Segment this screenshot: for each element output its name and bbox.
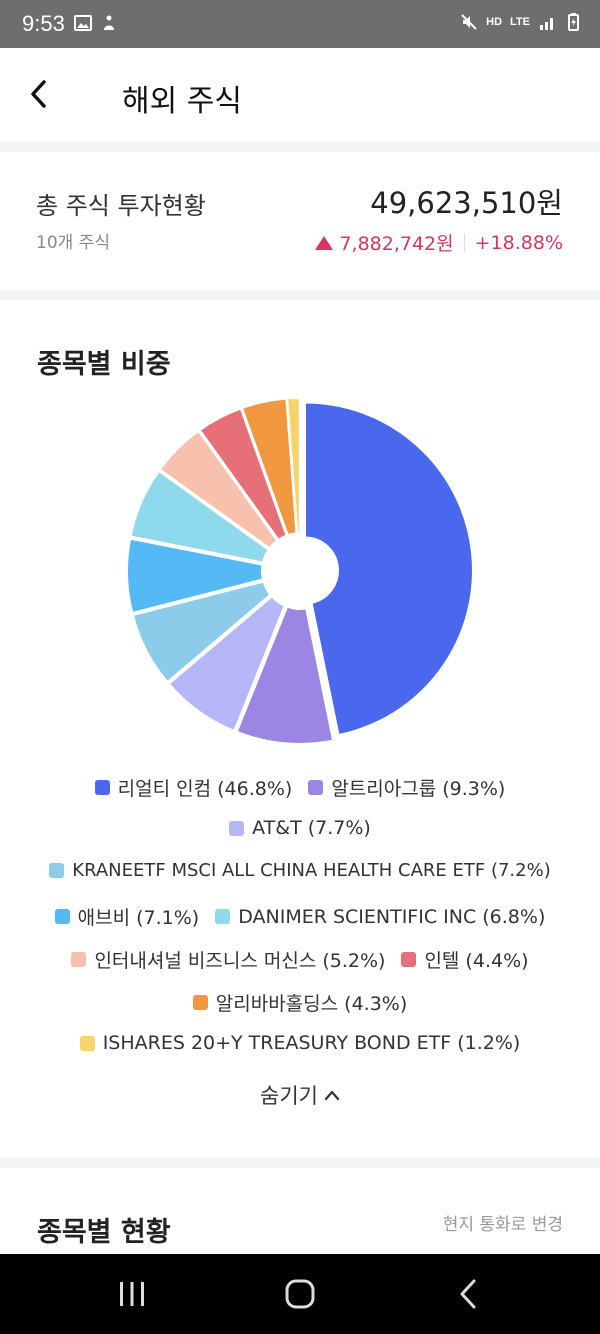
back-button[interactable]: [20, 76, 56, 112]
pie-slice: [198, 407, 288, 542]
legend-label: 리얼티 인컴 (46.8%): [117, 778, 293, 800]
pie-chart: [126, 397, 474, 745]
chevron-left-icon: [31, 80, 46, 108]
legend-item: 애브비 (7.1%): [54, 903, 200, 930]
weights-section: 종목별 비중 리얼티 인컴 (46.8%) 알트리아그룹 (9.3%) AT&T…: [0, 300, 600, 1158]
pie-slice: [131, 580, 272, 684]
hide-button[interactable]: 숨기기: [0, 1080, 600, 1110]
legend-label: DANIMER SCIENTIFIC INC (6.8%): [238, 905, 546, 928]
signal-icon: [540, 18, 553, 30]
legend-row: KRANEETF MSCI ALL CHINA HEALTH CARE ETF …: [0, 860, 600, 881]
legend-item: 인터내셔널 비즈니스 머신스 (5.2%): [71, 946, 385, 973]
status-time: 9:53: [22, 11, 65, 36]
navigation-bar: [0, 1254, 600, 1334]
recent-apps-icon: [120, 1282, 144, 1306]
legend-row: 애브비 (7.1%) DANIMER SCIENTIFIC INC (6.8%): [0, 903, 600, 930]
home-icon: [285, 1279, 315, 1309]
holdings-status-section: 종목별 현황 현지 통화로 변경: [0, 1168, 600, 1254]
back-icon: [460, 1279, 476, 1309]
legend-label: 인텔 (4.4%): [424, 950, 529, 972]
hd-label: HD: [486, 16, 503, 28]
legend-label: AT&T (7.7%): [252, 817, 371, 839]
change-info: 7,882,742원 +18.88%: [315, 229, 563, 256]
page-title: 해외 주식: [122, 84, 242, 119]
legend-swatch: [229, 820, 245, 836]
legend-item: 알리바바홀딩스 (4.3%): [192, 989, 408, 1016]
pie-slice: [158, 429, 279, 550]
legend-swatch: [401, 952, 417, 967]
hide-label: 숨기기: [260, 1084, 318, 1108]
legend-swatch: [192, 995, 208, 1010]
legend-label: 인터내셔널 비즈니스 머신스 (5.2%): [94, 950, 386, 972]
legend-item: 인텔 (4.4%): [401, 946, 529, 973]
legend-row: 알리바바홀딩스 (4.3%): [0, 989, 600, 1016]
system-back-button[interactable]: [443, 1274, 493, 1314]
pie-slice: [129, 469, 270, 564]
divider: [463, 233, 465, 252]
legend-label: 알트리아그룹 (9.3%): [331, 778, 506, 800]
legend-label: 알리바바홀딩스 (4.3%): [215, 993, 408, 1015]
investment-summary: 총 주식 투자현황 10개 주식 49,623,510원 7,882,742원 …: [0, 152, 600, 290]
legend-row: AT&T (7.7%): [0, 817, 600, 839]
legend-row: 리얼티 인컴 (46.8%) 알트리아그룹 (9.3%): [0, 774, 600, 801]
legend-item: KRANEETF MSCI ALL CHINA HEALTH CARE ETF …: [49, 860, 551, 881]
change-percent: +18.88%: [474, 231, 563, 254]
stock-count: 10개 주식: [36, 233, 110, 253]
legend-row: 인터내셔널 비즈니스 머신스 (5.2%) 인텔 (4.4%): [0, 946, 600, 973]
triangle-up-icon: [315, 235, 334, 250]
legend-swatch: [79, 1035, 95, 1051]
legend-item: 리얼티 인컴 (46.8%): [94, 774, 293, 801]
image-icon: [74, 15, 92, 31]
change-amount: 7,882,742원: [339, 233, 454, 255]
pie-slice: [303, 401, 474, 737]
chevron-up-icon: [324, 1090, 340, 1101]
legend-item: AT&T (7.7%): [229, 817, 371, 839]
pie-slice: [167, 594, 287, 733]
legend-swatch: [94, 780, 110, 795]
total-value: 49,623,510원: [370, 186, 563, 220]
pie-slice: [286, 397, 301, 535]
legend-swatch: [308, 780, 324, 795]
legend-label: KRANEETF MSCI ALL CHINA HEALTH CARE ETF …: [72, 860, 551, 881]
section-title: 종목별 현황: [37, 1217, 171, 1248]
legend-swatch: [215, 909, 231, 924]
lte-label: LTE: [510, 16, 530, 28]
accessibility-icon: [104, 15, 114, 30]
legend-swatch: [49, 863, 65, 878]
legend-item: ISHARES 20+Y TREASURY BOND ETF (1.2%): [79, 1032, 521, 1054]
pie-slice: [126, 537, 265, 615]
legend-row: ISHARES 20+Y TREASURY BOND ETF (1.2%): [0, 1032, 600, 1054]
battery-icon: [568, 13, 579, 31]
home-button[interactable]: [275, 1274, 325, 1314]
pie-slice: [235, 605, 335, 745]
legend-swatch: [54, 909, 70, 924]
legend-label: ISHARES 20+Y TREASURY BOND ETF (1.2%): [102, 1032, 521, 1054]
currency-toggle-link[interactable]: 현지 통화로 변경: [442, 1215, 563, 1235]
status-bar: 9:53 HD LTE: [0, 0, 600, 48]
legend-item: 알트리아그룹 (9.3%): [308, 774, 505, 801]
legend-label: 애브비 (7.1%): [77, 907, 200, 929]
mute-icon: [461, 14, 477, 30]
section-title: 종목별 비중: [37, 349, 171, 380]
legend-swatch: [71, 952, 87, 967]
summary-label: 총 주식 투자현황: [36, 192, 206, 220]
app-header: 해외 주식: [0, 48, 600, 142]
recent-apps-button[interactable]: [107, 1274, 157, 1314]
legend-item: DANIMER SCIENTIFIC INC (6.8%): [215, 903, 545, 930]
